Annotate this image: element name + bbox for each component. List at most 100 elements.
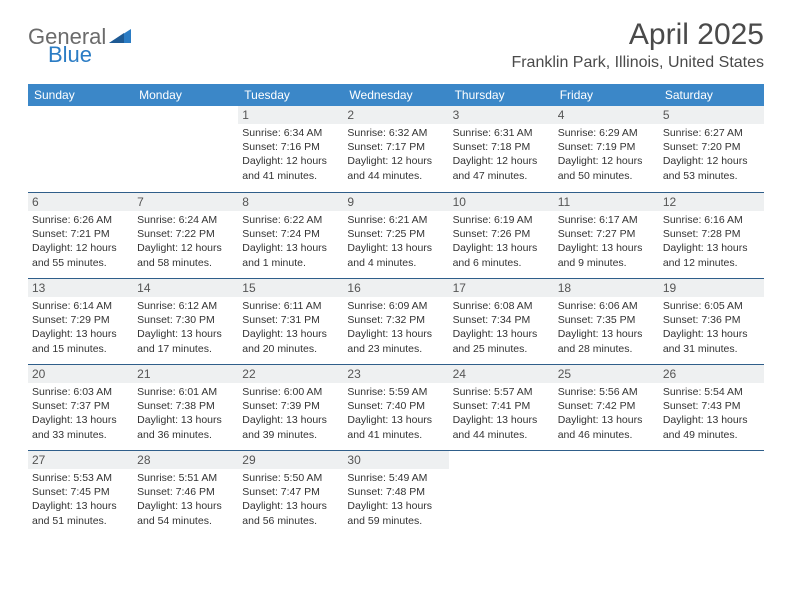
- day-detail: Sunrise: 6:34 AMSunset: 7:16 PMDaylight:…: [242, 126, 339, 183]
- day-number: 27: [28, 451, 133, 469]
- calendar-week: 6 Sunrise: 6:26 AMSunset: 7:21 PMDaylight…: [28, 192, 764, 278]
- day-detail: Sunrise: 5:57 AMSunset: 7:41 PMDaylight:…: [453, 385, 550, 442]
- day-detail: Sunrise: 6:29 AMSunset: 7:19 PMDaylight:…: [558, 126, 655, 183]
- day-number: 3: [449, 106, 554, 124]
- day-number: 29: [238, 451, 343, 469]
- day-detail: Sunrise: 6:01 AMSunset: 7:38 PMDaylight:…: [137, 385, 234, 442]
- calendar-day: 9 Sunrise: 6:21 AMSunset: 7:25 PMDaylight…: [343, 193, 448, 278]
- calendar-day: 3 Sunrise: 6:31 AMSunset: 7:18 PMDaylight…: [449, 106, 554, 192]
- calendar-day: [28, 106, 133, 192]
- day-number: 1: [238, 106, 343, 124]
- calendar-day: [133, 106, 238, 192]
- calendar-day: 19Sunrise: 6:05 AMSunset: 7:36 PMDayligh…: [659, 279, 764, 364]
- calendar-day: 6 Sunrise: 6:26 AMSunset: 7:21 PMDaylight…: [28, 193, 133, 278]
- calendar-day: 22 Sunrise: 6:00 AMSunset: 7:39 PMDayligh…: [238, 365, 343, 450]
- day-number: 30: [343, 451, 448, 469]
- day-detail: Sunrise: 6:00 AMSunset: 7:39 PMDaylight:…: [242, 385, 339, 442]
- logo: General Blue: [28, 18, 134, 50]
- calendar-day: 13 Sunrise: 6:14 AMSunset: 7:29 PMDayligh…: [28, 279, 133, 364]
- day-detail: Sunrise: 6:14 AMSunset: 7:29 PMDaylight:…: [32, 299, 129, 356]
- day-detail: Sunrise: 5:54 AMSunset: 7:43 PMDaylight:…: [663, 385, 760, 442]
- calendar-day: 23Sunrise: 5:59 AMSunset: 7:40 PMDayligh…: [343, 365, 448, 450]
- calendar-day: 1 Sunrise: 6:34 AMSunset: 7:16 PMDaylight…: [238, 106, 343, 192]
- day-number: 20: [28, 365, 133, 383]
- day-number: 12: [659, 193, 764, 211]
- calendar-day: 20 Sunrise: 6:03 AMSunset: 7:37 PMDayligh…: [28, 365, 133, 450]
- calendar-day: [449, 451, 554, 536]
- day-number: 6: [28, 193, 133, 211]
- dow-friday: Friday: [554, 84, 659, 106]
- dow-tuesday: Tuesday: [238, 84, 343, 106]
- day-detail: Sunrise: 6:26 AMSunset: 7:21 PMDaylight:…: [32, 213, 129, 270]
- day-number: 11: [554, 193, 659, 211]
- day-number: 8: [238, 193, 343, 211]
- day-detail: Sunrise: 5:53 AMSunset: 7:45 PMDaylight:…: [32, 471, 129, 528]
- dow-saturday: Saturday: [659, 84, 764, 106]
- day-number: 13: [28, 279, 133, 297]
- day-detail: Sunrise: 6:09 AMSunset: 7:32 PMDaylight:…: [347, 299, 444, 356]
- calendar-day: 29 Sunrise: 5:50 AMSunset: 7:47 PMDayligh…: [238, 451, 343, 536]
- calendar-grid: Sunday Monday Tuesday Wednesday Thursday…: [28, 84, 764, 536]
- title-block: April 2025 Franklin Park, Illinois, Unit…: [511, 18, 764, 72]
- day-detail: Sunrise: 6:03 AMSunset: 7:37 PMDaylight:…: [32, 385, 129, 442]
- day-detail: Sunrise: 6:06 AMSunset: 7:35 PMDaylight:…: [558, 299, 655, 356]
- day-detail: Sunrise: 6:08 AMSunset: 7:34 PMDaylight:…: [453, 299, 550, 356]
- day-number: 9: [343, 193, 448, 211]
- calendar-day: 28 Sunrise: 5:51 AMSunset: 7:46 PMDayligh…: [133, 451, 238, 536]
- dow-wednesday: Wednesday: [343, 84, 448, 106]
- day-number: 5: [659, 106, 764, 124]
- day-detail: Sunrise: 6:24 AMSunset: 7:22 PMDaylight:…: [137, 213, 234, 270]
- day-number: 15: [238, 279, 343, 297]
- day-detail: Sunrise: 6:19 AMSunset: 7:26 PMDaylight:…: [453, 213, 550, 270]
- day-number: 19: [659, 279, 764, 297]
- logo-triangle-icon: [109, 27, 131, 48]
- day-detail: Sunrise: 6:27 AMSunset: 7:20 PMDaylight:…: [663, 126, 760, 183]
- calendar-day: 26 Sunrise: 5:54 AMSunset: 7:43 PMDayligh…: [659, 365, 764, 450]
- calendar-week: 20 Sunrise: 6:03 AMSunset: 7:37 PMDayligh…: [28, 364, 764, 450]
- day-number: 25: [554, 365, 659, 383]
- day-detail: Sunrise: 6:17 AMSunset: 7:27 PMDaylight:…: [558, 213, 655, 270]
- logo-word2: Blue: [48, 42, 92, 68]
- dow-thursday: Thursday: [449, 84, 554, 106]
- day-detail: Sunrise: 6:16 AMSunset: 7:28 PMDaylight:…: [663, 213, 760, 270]
- location-label: Franklin Park, Illinois, United States: [511, 54, 764, 72]
- month-title: April 2025: [511, 18, 764, 52]
- day-detail: Sunrise: 6:32 AMSunset: 7:17 PMDaylight:…: [347, 126, 444, 183]
- calendar-day: 4 Sunrise: 6:29 AMSunset: 7:19 PMDaylight…: [554, 106, 659, 192]
- calendar-day: 17Sunrise: 6:08 AMSunset: 7:34 PMDayligh…: [449, 279, 554, 364]
- day-number: 24: [449, 365, 554, 383]
- day-number: 7: [133, 193, 238, 211]
- day-number: 2: [343, 106, 448, 124]
- calendar-day: [659, 451, 764, 536]
- calendar-week: 1 Sunrise: 6:34 AMSunset: 7:16 PMDaylight…: [28, 106, 764, 192]
- day-detail: Sunrise: 5:56 AMSunset: 7:42 PMDaylight:…: [558, 385, 655, 442]
- calendar-day: 14Sunrise: 6:12 AMSunset: 7:30 PMDayligh…: [133, 279, 238, 364]
- calendar-day: 11 Sunrise: 6:17 AMSunset: 7:27 PMDayligh…: [554, 193, 659, 278]
- calendar-day: [554, 451, 659, 536]
- calendar-day: 5 Sunrise: 6:27 AMSunset: 7:20 PMDaylight…: [659, 106, 764, 192]
- calendar-week: 13 Sunrise: 6:14 AMSunset: 7:29 PMDayligh…: [28, 278, 764, 364]
- day-number: 18: [554, 279, 659, 297]
- calendar-day: 10Sunrise: 6:19 AMSunset: 7:26 PMDayligh…: [449, 193, 554, 278]
- day-detail: Sunrise: 6:31 AMSunset: 7:18 PMDaylight:…: [453, 126, 550, 183]
- calendar-day: 27 Sunrise: 5:53 AMSunset: 7:45 PMDayligh…: [28, 451, 133, 536]
- day-detail: Sunrise: 6:12 AMSunset: 7:30 PMDaylight:…: [137, 299, 234, 356]
- day-of-week-header: Sunday Monday Tuesday Wednesday Thursday…: [28, 84, 764, 106]
- calendar-day: 15Sunrise: 6:11 AMSunset: 7:31 PMDayligh…: [238, 279, 343, 364]
- day-detail: Sunrise: 5:51 AMSunset: 7:46 PMDaylight:…: [137, 471, 234, 528]
- calendar-day: 24 Sunrise: 5:57 AMSunset: 7:41 PMDayligh…: [449, 365, 554, 450]
- day-number: 22: [238, 365, 343, 383]
- dow-monday: Monday: [133, 84, 238, 106]
- day-number: 4: [554, 106, 659, 124]
- day-detail: Sunrise: 6:21 AMSunset: 7:25 PMDaylight:…: [347, 213, 444, 270]
- day-number: 26: [659, 365, 764, 383]
- calendar-day: 16Sunrise: 6:09 AMSunset: 7:32 PMDayligh…: [343, 279, 448, 364]
- calendar-week: 27 Sunrise: 5:53 AMSunset: 7:45 PMDayligh…: [28, 450, 764, 536]
- day-detail: Sunrise: 5:50 AMSunset: 7:47 PMDaylight:…: [242, 471, 339, 528]
- day-number: 28: [133, 451, 238, 469]
- calendar-day: 30Sunrise: 5:49 AMSunset: 7:48 PMDayligh…: [343, 451, 448, 536]
- calendar-day: 7 Sunrise: 6:24 AMSunset: 7:22 PMDaylight…: [133, 193, 238, 278]
- page-header: General Blue April 2025 Franklin Park, I…: [0, 0, 792, 76]
- calendar-day: 8 Sunrise: 6:22 AMSunset: 7:24 PMDaylight…: [238, 193, 343, 278]
- day-detail: Sunrise: 6:22 AMSunset: 7:24 PMDaylight:…: [242, 213, 339, 270]
